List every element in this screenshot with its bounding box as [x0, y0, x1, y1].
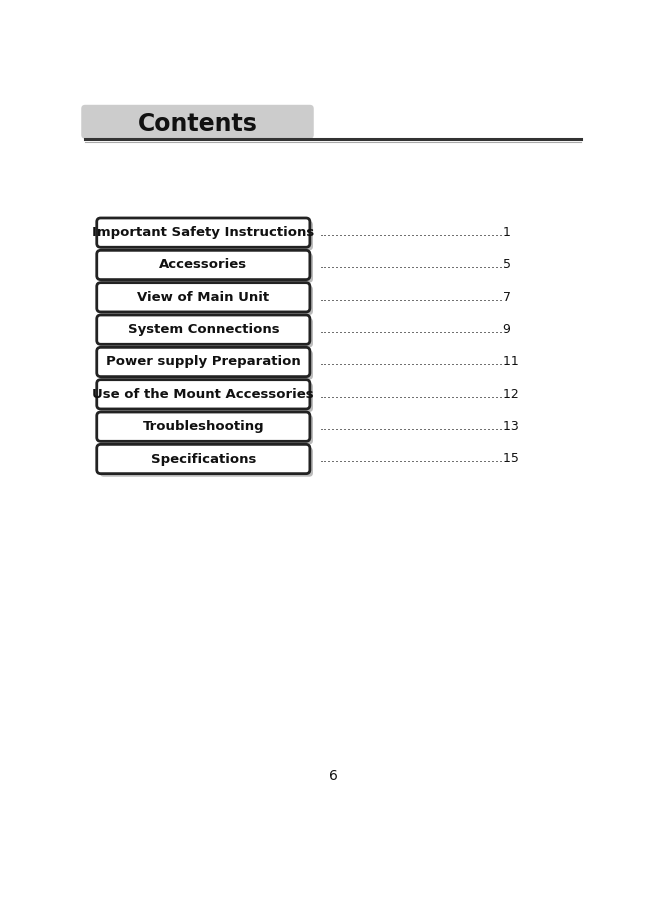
FancyBboxPatch shape: [97, 282, 310, 312]
Text: ..............................................13: ........................................…: [320, 420, 520, 433]
Text: Specifications: Specifications: [151, 452, 256, 466]
FancyBboxPatch shape: [100, 318, 313, 347]
Text: 6: 6: [329, 770, 337, 783]
Text: Use of the Mount Accessories: Use of the Mount Accessories: [92, 387, 314, 401]
Text: ..............................................15: ........................................…: [320, 452, 520, 466]
Text: ..............................................1: ........................................…: [320, 227, 512, 239]
FancyBboxPatch shape: [97, 444, 310, 474]
Text: Troubleshooting: Troubleshooting: [142, 420, 264, 433]
FancyBboxPatch shape: [97, 250, 310, 280]
Text: ..............................................11: ........................................…: [320, 355, 520, 369]
FancyBboxPatch shape: [100, 415, 313, 444]
Text: Contents: Contents: [138, 112, 257, 136]
Text: Accessories: Accessories: [159, 258, 248, 271]
FancyBboxPatch shape: [97, 379, 310, 409]
FancyBboxPatch shape: [81, 105, 314, 138]
Text: ..............................................12: ........................................…: [320, 387, 520, 401]
Text: Important Safety Instructions: Important Safety Instructions: [92, 227, 315, 239]
FancyBboxPatch shape: [100, 286, 313, 315]
FancyBboxPatch shape: [100, 383, 313, 412]
FancyBboxPatch shape: [97, 347, 310, 377]
FancyBboxPatch shape: [97, 218, 310, 247]
Text: System Connections: System Connections: [127, 323, 279, 336]
FancyBboxPatch shape: [100, 351, 313, 379]
Text: ..............................................7: ........................................…: [320, 290, 512, 304]
FancyBboxPatch shape: [100, 221, 313, 250]
FancyBboxPatch shape: [97, 315, 310, 344]
Text: ..............................................5: ........................................…: [320, 258, 512, 271]
Text: ..............................................9: ........................................…: [320, 323, 512, 336]
Text: Power supply Preparation: Power supply Preparation: [106, 355, 301, 369]
FancyBboxPatch shape: [100, 254, 313, 282]
FancyBboxPatch shape: [100, 448, 313, 476]
FancyBboxPatch shape: [97, 412, 310, 441]
Text: View of Main Unit: View of Main Unit: [137, 290, 269, 304]
